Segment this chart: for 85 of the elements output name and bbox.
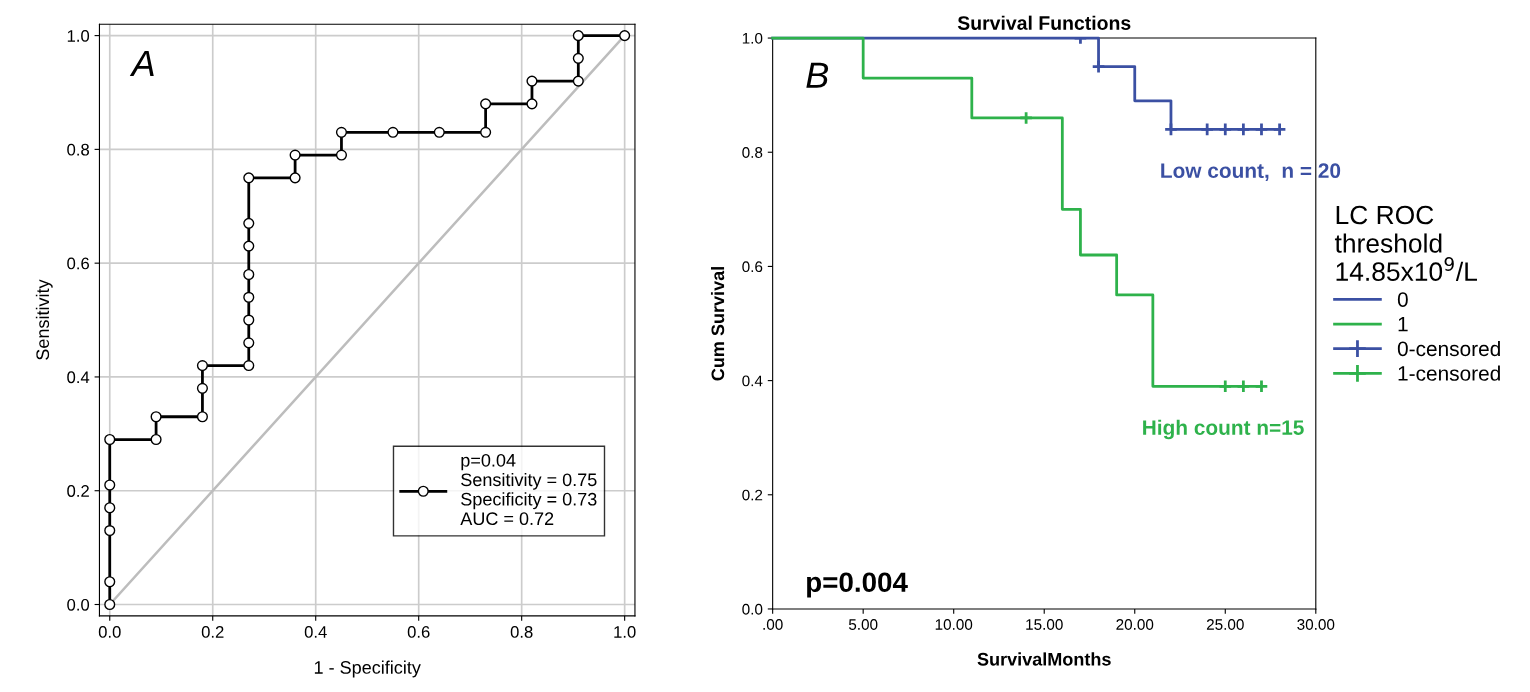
y-tick-label: 0.2 [742,489,763,501]
y-tick-label: 0.0 [742,603,763,615]
annotation: p=0.004 [807,572,908,598]
point [433,126,445,138]
legend-label: 1-censored [1398,365,1500,381]
x-tick-label: 10.00 [935,619,973,630]
annotation: A [129,51,154,76]
point [104,598,116,611]
x-axis-title: 1 - Specificity [314,660,421,678]
chart-title: Survival Functions [957,15,1131,30]
point [1254,122,1269,137]
point [196,382,208,394]
x-tick-label: 5.00 [848,619,878,630]
point [1218,379,1233,394]
y-axis-title: Sensitivity [35,279,53,360]
point [243,172,255,184]
point [104,576,116,588]
point [335,149,348,161]
point [243,314,255,326]
x-tick-label: 0.0 [98,626,121,638]
point [104,524,116,537]
y-axis-title: Cum Survival [710,267,725,381]
point [1163,122,1179,137]
point [289,149,301,161]
point [1091,59,1106,74]
point [572,52,584,64]
point [1272,122,1287,137]
x-tick-label: 0.4 [304,626,327,638]
y-tick-label: 0.8 [742,147,763,158]
point [572,30,584,42]
point [196,411,208,423]
point [150,433,162,446]
point [1018,110,1034,126]
point [243,217,255,229]
y-tick-label: 0.4 [742,375,763,387]
y-tick-label: 1.0 [742,32,763,44]
x-tick-label: .00 [763,619,783,630]
x-tick-label: 30.00 [1297,619,1335,630]
annotation: B [806,62,829,88]
point [243,240,255,252]
y-tick-label: 0.4 [67,371,90,384]
x-tick-label: 15.00 [1026,619,1063,630]
legend-title: LC ROC threshold 14.85x10$^{9}$/L [1334,205,1477,282]
point [387,126,399,138]
point [619,30,631,42]
point [1254,379,1269,394]
x-tick-label: 0.2 [201,626,224,638]
legend-label: 0-censored [1397,340,1500,357]
y-tick-label: 0.6 [742,261,763,273]
legend-label: p=0.04 Sensitivity = 0.75 Specificity = 0.73 AUC = 0.72 [460,453,597,526]
point [1199,122,1215,137]
point [289,172,301,184]
point [243,268,255,281]
point [526,75,538,87]
point [243,291,255,303]
point [104,433,116,446]
point [526,98,538,110]
point [243,337,255,349]
x-tick-label: 0.8 [510,626,533,638]
y-tick-label: 0.0 [67,598,90,611]
x-tick-label: 1.0 [614,626,636,638]
point [104,479,116,491]
x-tick-label: 0.6 [407,626,430,638]
y-tick-label: 1.0 [67,30,90,42]
point [335,126,348,138]
y-tick-label: 0.8 [67,143,90,156]
legend-label: 0 [1397,292,1408,307]
x-tick-label: 20.00 [1116,619,1154,630]
annotation: Low count, n = 20 [1161,163,1341,182]
point [1236,122,1251,137]
point [243,360,255,372]
x-tick-label: 25.00 [1206,619,1244,630]
point [104,502,116,514]
point [480,126,492,138]
point [1236,379,1251,394]
point [572,75,584,87]
point [1218,122,1233,137]
point [196,360,208,372]
point [150,411,162,423]
point [480,98,492,110]
y-tick-label: 0.2 [67,485,89,497]
annotation: High count n=15 [1143,419,1304,440]
y-tick-label: 0.6 [67,257,89,270]
x-axis-title: SurvivalMonths [977,652,1111,666]
legend-label: 1 [1398,317,1408,332]
